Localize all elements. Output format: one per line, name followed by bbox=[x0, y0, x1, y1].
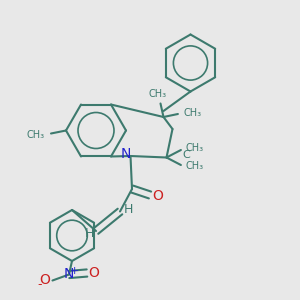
Text: O: O bbox=[88, 266, 99, 280]
Text: +: + bbox=[70, 266, 79, 276]
Text: -: - bbox=[38, 278, 42, 292]
Text: O: O bbox=[40, 274, 50, 287]
Text: CH₃: CH₃ bbox=[185, 161, 203, 171]
Text: H: H bbox=[124, 202, 133, 216]
Text: H: H bbox=[85, 227, 94, 240]
Text: C: C bbox=[182, 149, 190, 160]
Text: CH₃: CH₃ bbox=[185, 143, 203, 153]
Text: CH₃: CH₃ bbox=[148, 89, 166, 99]
Text: O: O bbox=[152, 190, 163, 203]
Text: CH₃: CH₃ bbox=[183, 108, 201, 118]
Text: N: N bbox=[64, 268, 74, 281]
Text: CH₃: CH₃ bbox=[27, 130, 45, 140]
Text: N: N bbox=[121, 148, 131, 161]
